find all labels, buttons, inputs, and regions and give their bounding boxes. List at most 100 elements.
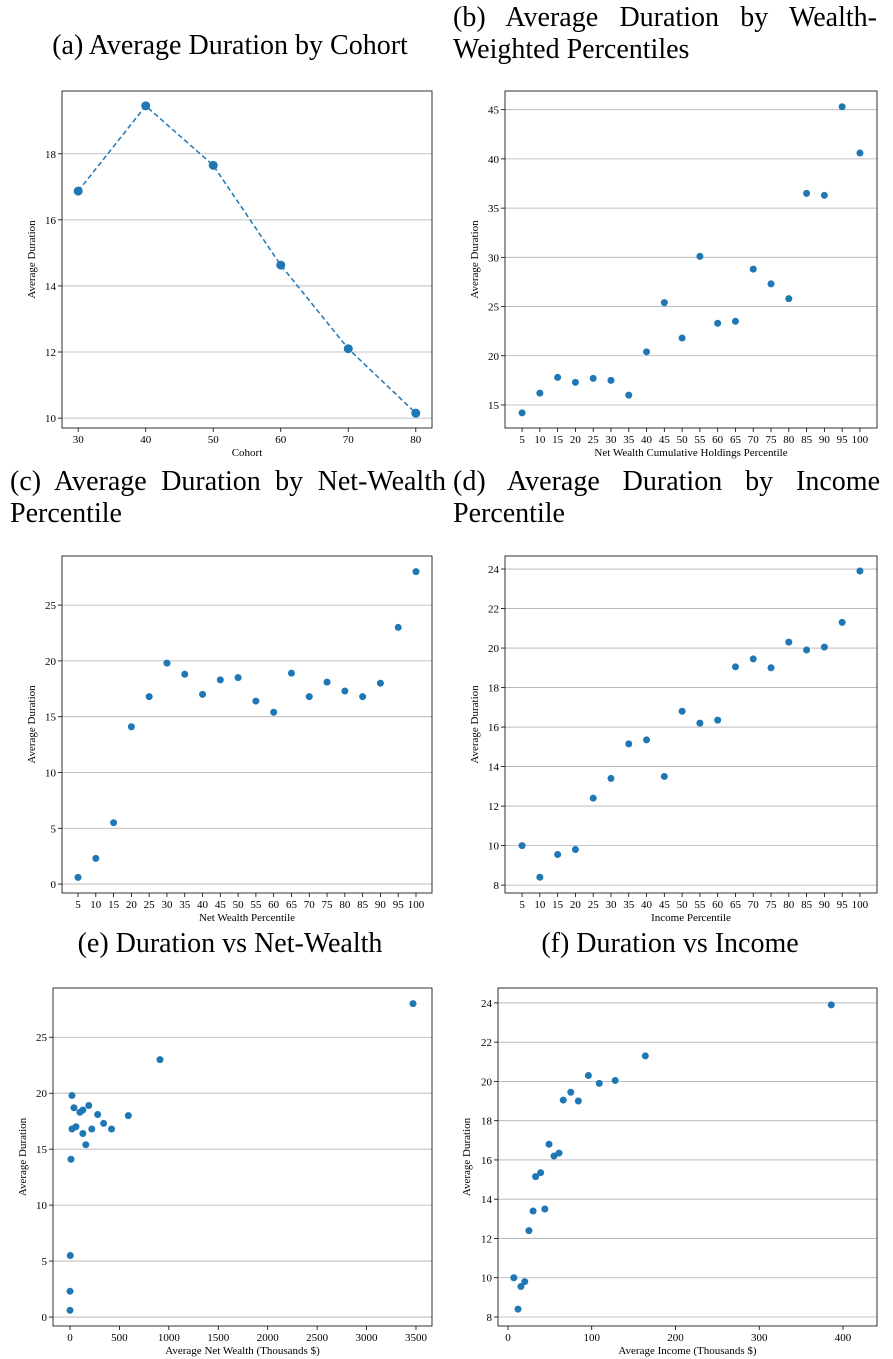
y-tick-label: 0 — [42, 1312, 48, 1324]
y-tick-label: 20 — [488, 643, 500, 655]
data-point — [584, 1072, 592, 1080]
x-tick-label: 50 — [233, 899, 245, 911]
data-point — [359, 693, 367, 701]
x-tick-label: 95 — [837, 899, 849, 911]
y-tick-label: 5 — [42, 1256, 48, 1268]
y-tick-label: 30 — [488, 252, 500, 264]
data-point — [270, 708, 278, 716]
x-tick-label: 500 — [111, 1332, 128, 1344]
data-point — [517, 1283, 525, 1291]
data-point — [67, 1155, 75, 1163]
y-tick-label: 20 — [45, 656, 57, 668]
y-tick-label: 12 — [45, 347, 56, 359]
data-point — [518, 842, 526, 850]
panel-title: (e) Duration vs Net-Wealth — [77, 928, 383, 959]
y-tick-label: 8 — [487, 1312, 493, 1324]
data-point — [749, 265, 757, 273]
x-tick-label: 5 — [75, 899, 81, 911]
x-tick-label: 60 — [712, 899, 724, 911]
data-point — [660, 299, 668, 307]
plot-frame — [52, 987, 433, 1327]
y-tick-label: 10 — [45, 413, 57, 425]
plot-frame — [504, 555, 878, 894]
x-tick-label: 0 — [67, 1332, 73, 1344]
panel-title: (b) Average Duration by Wealth-Weighted … — [453, 2, 877, 65]
x-tick-label: 85 — [357, 899, 369, 911]
y-tick-label: 22 — [481, 1037, 492, 1049]
x-tick-label: 55 — [694, 434, 706, 446]
x-tick-label: 40 — [641, 434, 653, 446]
data-point — [643, 736, 651, 744]
data-point — [643, 348, 651, 356]
x-tick-label: 30 — [73, 434, 85, 446]
data-point — [641, 1052, 649, 1060]
data-point — [518, 409, 526, 417]
data-point — [82, 1141, 90, 1149]
data-point — [827, 1001, 835, 1009]
y-tick-label: 16 — [45, 215, 57, 227]
y-axis-label: Average Duration — [461, 1117, 473, 1196]
x-tick-label: 70 — [748, 434, 760, 446]
data-point — [856, 567, 864, 575]
x-tick-label: 60 — [268, 899, 280, 911]
data-point — [595, 1079, 603, 1087]
data-point — [216, 676, 224, 684]
x-axis-label: Average Income (Thousands $) — [618, 1345, 756, 1357]
x-tick-label: 45 — [215, 899, 227, 911]
data-point — [767, 280, 775, 288]
panel-title: (a) Average Duration by Cohort — [52, 30, 408, 61]
y-tick-label: 0 — [51, 879, 57, 891]
data-point — [838, 103, 846, 111]
data-point — [731, 317, 739, 325]
x-tick-label: 2000 — [257, 1332, 280, 1344]
x-tick-label: 20 — [570, 899, 582, 911]
x-tick-label: 55 — [250, 899, 262, 911]
x-tick-label: 35 — [623, 434, 635, 446]
y-tick-label: 20 — [481, 1076, 493, 1088]
y-tick-label: 12 — [488, 801, 499, 813]
x-tick-label: 100 — [852, 899, 869, 911]
x-tick-label: 75 — [322, 899, 334, 911]
y-tick-label: 15 — [36, 1144, 48, 1156]
x-tick-label: 1500 — [207, 1332, 230, 1344]
y-tick-label: 15 — [45, 712, 57, 724]
x-axis-label: Cohort — [232, 447, 263, 459]
x-tick-label: 85 — [801, 434, 813, 446]
y-tick-label: 25 — [36, 1032, 48, 1044]
data-point — [88, 1125, 96, 1133]
x-tick-label: 60 — [275, 434, 287, 446]
data-point — [100, 1119, 108, 1127]
data-point — [525, 1227, 533, 1235]
data-point — [199, 690, 207, 698]
data-point — [85, 1102, 93, 1110]
x-tick-label: 65 — [730, 899, 742, 911]
data-point — [554, 373, 562, 381]
x-tick-label: 25 — [588, 434, 600, 446]
data-point — [767, 664, 775, 672]
x-tick-label: 40 — [197, 899, 209, 911]
x-tick-label: 30 — [161, 899, 173, 911]
data-point — [72, 1123, 80, 1131]
data-point — [141, 101, 151, 111]
data-point — [611, 1076, 619, 1084]
x-tick-label: 50 — [677, 899, 689, 911]
y-tick-label: 18 — [481, 1116, 493, 1128]
x-tick-label: 60 — [712, 434, 724, 446]
x-tick-label: 70 — [343, 434, 355, 446]
x-tick-label: 10 — [90, 899, 102, 911]
x-tick-label: 50 — [677, 434, 689, 446]
data-point — [124, 1112, 132, 1120]
data-point — [532, 1173, 540, 1181]
x-tick-label: 75 — [766, 434, 778, 446]
y-tick-label: 15 — [488, 400, 500, 412]
x-tick-label: 20 — [570, 434, 582, 446]
y-tick-label: 10 — [45, 767, 57, 779]
y-tick-label: 18 — [488, 683, 500, 695]
data-point — [571, 378, 579, 386]
data-point — [731, 663, 739, 671]
data-point — [145, 693, 153, 701]
y-tick-label: 8 — [494, 880, 500, 892]
y-axis-label: Average Duration — [469, 685, 481, 764]
data-point — [68, 1091, 76, 1099]
data-point — [536, 389, 544, 397]
